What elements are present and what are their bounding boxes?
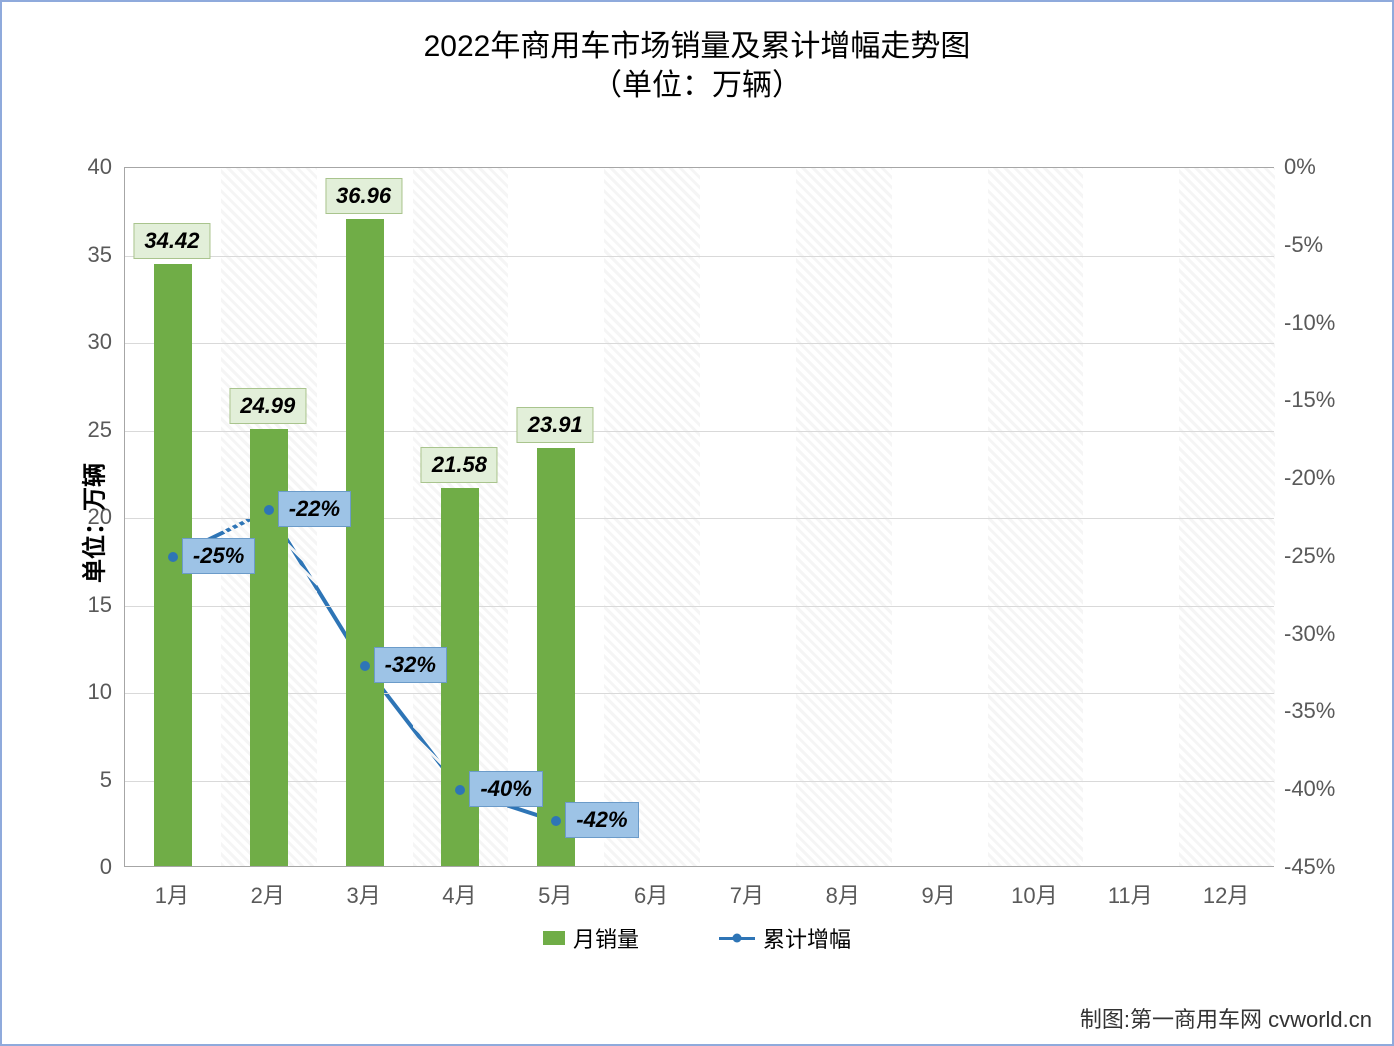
line-marker bbox=[551, 816, 561, 826]
line-marker bbox=[360, 661, 370, 671]
bar-value-label: 21.58 bbox=[421, 447, 498, 483]
x-tick: 10月 bbox=[1011, 878, 1057, 910]
line-marker bbox=[264, 505, 274, 515]
line-marker bbox=[455, 785, 465, 795]
x-tick: 1月 bbox=[155, 878, 189, 910]
legend-label-bars: 月销量 bbox=[573, 922, 639, 954]
legend-label-line: 累计增幅 bbox=[763, 922, 851, 954]
y-left-tick: 5 bbox=[100, 767, 112, 793]
legend-swatch-bar bbox=[543, 931, 565, 945]
plot-band bbox=[796, 168, 892, 866]
gridline bbox=[125, 343, 1274, 344]
plot-band bbox=[604, 168, 700, 866]
line-marker bbox=[168, 552, 178, 562]
legend-swatch-line bbox=[719, 937, 755, 940]
line-value-label: -22% bbox=[278, 491, 351, 527]
line-value-label: -40% bbox=[469, 771, 542, 807]
chart-title-line2: （单位：万辆） bbox=[2, 66, 1392, 105]
y-left-tick: 40 bbox=[88, 154, 112, 180]
x-tick: 3月 bbox=[346, 878, 380, 910]
y-right-tick: -10% bbox=[1284, 310, 1335, 336]
chart-container: 2022年商用车市场销量及累计增幅走势图 （单位：万辆） 单位：万辆 月销量 累… bbox=[0, 0, 1394, 1046]
y-left-tick: 0 bbox=[100, 854, 112, 880]
gridline bbox=[125, 781, 1274, 782]
gridline bbox=[125, 431, 1274, 432]
line-value-label: -25% bbox=[182, 538, 255, 574]
bar-value-label: 34.42 bbox=[133, 223, 210, 259]
y-left-tick: 20 bbox=[88, 504, 112, 530]
line-value-label: -32% bbox=[374, 647, 447, 683]
y-right-tick: -25% bbox=[1284, 543, 1335, 569]
legend-item-line: 累计增幅 bbox=[719, 922, 851, 954]
chart-title-line1: 2022年商用车市场销量及累计增幅走势图 bbox=[2, 27, 1392, 66]
y-right-tick: -15% bbox=[1284, 387, 1335, 413]
x-tick: 7月 bbox=[730, 878, 764, 910]
y-right-tick: 0% bbox=[1284, 154, 1316, 180]
x-tick: 9月 bbox=[921, 878, 955, 910]
y-right-tick: -20% bbox=[1284, 465, 1335, 491]
gridline bbox=[125, 256, 1274, 257]
line-value-label: -42% bbox=[565, 802, 638, 838]
y-right-tick: -5% bbox=[1284, 232, 1323, 258]
y-left-tick: 35 bbox=[88, 242, 112, 268]
y-left-tick: 15 bbox=[88, 592, 112, 618]
bar bbox=[441, 488, 479, 866]
x-tick: 6月 bbox=[634, 878, 668, 910]
legend: 月销量 累计增幅 bbox=[2, 922, 1392, 954]
x-tick: 11月 bbox=[1108, 878, 1153, 910]
y-left-tick: 30 bbox=[88, 329, 112, 355]
y-right-tick: -45% bbox=[1284, 854, 1335, 880]
gridline bbox=[125, 606, 1274, 607]
x-tick: 12月 bbox=[1203, 878, 1249, 910]
chart-title-block: 2022年商用车市场销量及累计增幅走势图 （单位：万辆） bbox=[2, 2, 1392, 105]
x-tick: 4月 bbox=[442, 878, 476, 910]
bar bbox=[346, 219, 384, 866]
y-left-tick: 25 bbox=[88, 417, 112, 443]
y-right-tick: -35% bbox=[1284, 698, 1335, 724]
bar-value-label: 24.99 bbox=[229, 388, 306, 424]
plot-band bbox=[1179, 168, 1275, 866]
bar-value-label: 23.91 bbox=[517, 407, 594, 443]
y-right-tick: -40% bbox=[1284, 776, 1335, 802]
y-right-tick: -30% bbox=[1284, 621, 1335, 647]
plot-band bbox=[988, 168, 1084, 866]
x-tick: 8月 bbox=[826, 878, 860, 910]
credit-text: 制图:第一商用车网 cvworld.cn bbox=[1080, 1002, 1372, 1034]
x-tick: 5月 bbox=[538, 878, 572, 910]
y-left-tick: 10 bbox=[88, 679, 112, 705]
bar-value-label: 36.96 bbox=[325, 178, 402, 214]
x-tick: 2月 bbox=[251, 878, 285, 910]
legend-item-bars: 月销量 bbox=[543, 922, 639, 954]
gridline bbox=[125, 693, 1274, 694]
